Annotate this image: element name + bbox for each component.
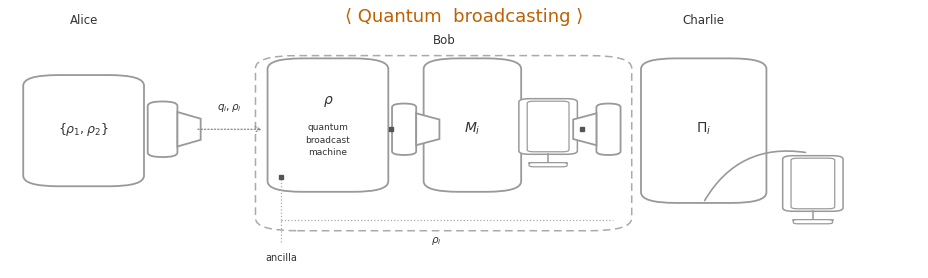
FancyBboxPatch shape bbox=[781, 156, 843, 211]
FancyBboxPatch shape bbox=[148, 101, 177, 157]
FancyBboxPatch shape bbox=[518, 99, 576, 154]
FancyBboxPatch shape bbox=[23, 75, 144, 186]
Polygon shape bbox=[573, 113, 596, 145]
Text: $\{\rho_1, \rho_2\}$: $\{\rho_1, \rho_2\}$ bbox=[58, 121, 109, 138]
Text: $\rho_i$: $\rho_i$ bbox=[431, 235, 442, 247]
FancyBboxPatch shape bbox=[423, 58, 521, 192]
Polygon shape bbox=[177, 112, 200, 147]
Text: Charlie: Charlie bbox=[681, 14, 724, 27]
FancyBboxPatch shape bbox=[529, 163, 566, 167]
FancyBboxPatch shape bbox=[793, 220, 831, 224]
FancyBboxPatch shape bbox=[527, 101, 568, 152]
Text: quantum
broadcast
machine: quantum broadcast machine bbox=[305, 123, 350, 157]
Text: $i$: $i$ bbox=[545, 120, 550, 133]
FancyBboxPatch shape bbox=[790, 158, 834, 209]
Text: $\rho$: $\rho$ bbox=[322, 94, 333, 109]
Text: Alice: Alice bbox=[70, 14, 97, 27]
Text: $\rho_i$: $\rho_i$ bbox=[400, 102, 411, 114]
Polygon shape bbox=[416, 113, 439, 145]
Text: $q_i, \rho_i$: $q_i, \rho_i$ bbox=[217, 102, 241, 114]
Text: $M_i$: $M_i$ bbox=[463, 121, 480, 137]
FancyBboxPatch shape bbox=[392, 104, 416, 155]
Text: $\Pi_i$: $\Pi_i$ bbox=[695, 121, 710, 137]
FancyBboxPatch shape bbox=[267, 58, 388, 192]
Text: Bob: Bob bbox=[432, 34, 455, 47]
Text: ancilla: ancilla bbox=[265, 253, 297, 263]
Text: ⟨ Quantum  broadcasting ⟩: ⟨ Quantum broadcasting ⟩ bbox=[345, 8, 583, 26]
Text: $i$: $i$ bbox=[809, 177, 815, 190]
FancyBboxPatch shape bbox=[596, 104, 620, 155]
FancyBboxPatch shape bbox=[640, 58, 766, 203]
